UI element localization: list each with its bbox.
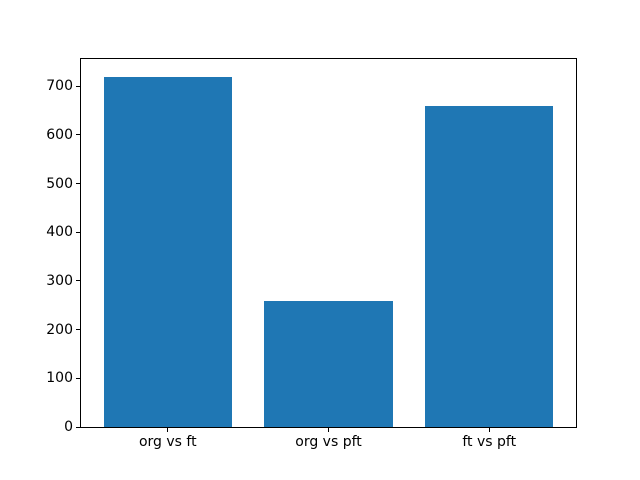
x-tick-label: ft vs pft	[462, 434, 517, 450]
x-axis-tick	[488, 428, 490, 432]
y-axis-tick	[76, 231, 80, 233]
y-axis-tick	[76, 329, 80, 331]
x-axis-tick	[167, 428, 169, 432]
x-tick-label: org vs ft	[138, 434, 197, 450]
y-axis-tick	[76, 85, 80, 87]
x-tick-label: org vs pft	[295, 434, 362, 450]
bar-1	[103, 76, 233, 427]
bar-2	[264, 301, 393, 427]
y-tick-label: 400	[46, 224, 73, 241]
bar-3	[424, 106, 554, 427]
y-tick-label: 500	[46, 175, 73, 192]
y-axis-tick	[76, 377, 80, 379]
y-tick-label: 700	[46, 78, 73, 95]
y-tick-label: 600	[46, 126, 73, 143]
y-tick-label: 0	[64, 419, 73, 435]
plot-area: 0 100 200 300 400 500 600 700 org vs ft org vs pf…	[46, 58, 577, 449]
y-tick-label: 200	[46, 321, 73, 338]
y-tick-label: 100	[46, 370, 73, 387]
y-axis-tick	[76, 134, 80, 136]
y-axis-tick	[76, 426, 80, 428]
y-tick-label: 300	[46, 272, 73, 289]
x-axis-tick	[328, 428, 329, 432]
y-axis-tick	[76, 280, 80, 282]
y-axis-tick	[76, 183, 80, 185]
